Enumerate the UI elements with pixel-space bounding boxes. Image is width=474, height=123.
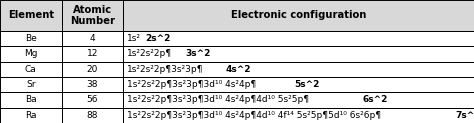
Text: 5s^2: 5s^2 xyxy=(294,80,319,89)
Bar xyxy=(0,108,62,123)
Bar xyxy=(123,77,474,92)
Text: Mg: Mg xyxy=(24,49,37,58)
Bar xyxy=(62,108,123,123)
Text: 38: 38 xyxy=(87,80,98,89)
Bar xyxy=(62,92,123,108)
Bar xyxy=(123,0,474,31)
Text: 3s^2: 3s^2 xyxy=(185,49,210,58)
Bar xyxy=(123,46,474,62)
Text: 1s²2s²2p¶3s²3p¶3d¹⁰ 4s²4p¶4d¹⁰ 4f¹⁴ 5s²5p¶5d¹⁰ 6s²6p¶: 1s²2s²2p¶3s²3p¶3d¹⁰ 4s²4p¶4d¹⁰ 4f¹⁴ 5s²5… xyxy=(127,111,381,120)
Bar xyxy=(123,31,474,46)
Text: 1s²2s²2p¶3s²3p¶3d¹⁰ 4s²4p¶: 1s²2s²2p¶3s²3p¶3d¹⁰ 4s²4p¶ xyxy=(127,80,256,89)
Text: Atomic
Number: Atomic Number xyxy=(70,5,115,26)
Text: 56: 56 xyxy=(87,95,98,104)
Text: Ra: Ra xyxy=(25,111,36,120)
Text: Electronic configuration: Electronic configuration xyxy=(231,10,366,20)
Bar xyxy=(123,62,474,77)
Text: Ba: Ba xyxy=(25,95,36,104)
Text: 1s²2s²2p¶3s²3p¶: 1s²2s²2p¶3s²3p¶ xyxy=(127,65,203,74)
Bar xyxy=(0,0,62,31)
Bar xyxy=(62,0,123,31)
Bar xyxy=(123,108,474,123)
Text: 7s^2: 7s^2 xyxy=(455,111,474,120)
Text: 12: 12 xyxy=(87,49,98,58)
Text: 88: 88 xyxy=(87,111,98,120)
Text: Ca: Ca xyxy=(25,65,36,74)
Text: Be: Be xyxy=(25,34,36,43)
Text: 2s^2: 2s^2 xyxy=(145,34,171,43)
Text: Element: Element xyxy=(8,10,54,20)
Text: 6s^2: 6s^2 xyxy=(362,95,387,104)
Bar xyxy=(0,31,62,46)
Bar xyxy=(0,62,62,77)
Bar xyxy=(123,92,474,108)
Text: 20: 20 xyxy=(87,65,98,74)
Bar xyxy=(0,92,62,108)
Text: 1s²2s²2p¶: 1s²2s²2p¶ xyxy=(127,49,172,58)
Bar xyxy=(62,62,123,77)
Bar xyxy=(62,46,123,62)
Text: 4: 4 xyxy=(90,34,95,43)
Text: 1s²: 1s² xyxy=(127,34,141,43)
Bar xyxy=(0,77,62,92)
Bar xyxy=(0,0,474,31)
Text: 1s²2s²2p¶3s²3p¶3d¹⁰ 4s²4p¶4d¹⁰ 5s²5p¶: 1s²2s²2p¶3s²3p¶3d¹⁰ 4s²4p¶4d¹⁰ 5s²5p¶ xyxy=(127,95,309,104)
Text: Sr: Sr xyxy=(26,80,36,89)
Bar xyxy=(62,31,123,46)
Bar xyxy=(0,46,62,62)
Bar xyxy=(62,77,123,92)
Text: 4s^2: 4s^2 xyxy=(226,65,251,74)
